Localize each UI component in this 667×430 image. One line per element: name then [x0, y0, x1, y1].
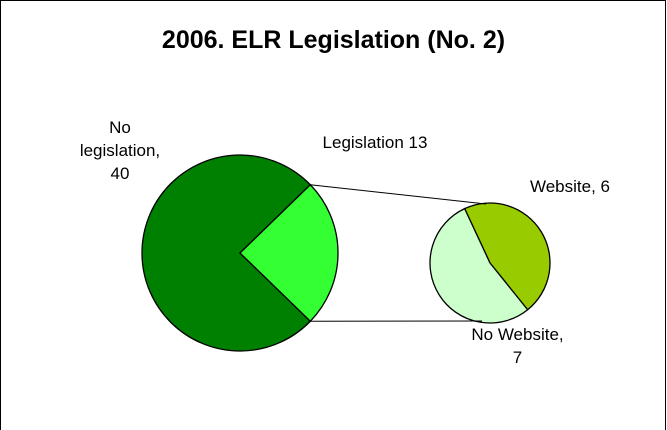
connector-line — [310, 184, 487, 205]
label-category: No Website, — [471, 325, 564, 344]
label-category: Website, — [529, 177, 596, 196]
label-category: Legislation — [322, 133, 404, 152]
data-label: Website, 6 — [510, 175, 630, 198]
label-value: 6 — [600, 177, 611, 196]
pie-slice — [239, 183, 339, 323]
label-category: No legislation, — [79, 118, 161, 160]
label-value: 40 — [110, 164, 130, 183]
chart-title: 2006. ELR Legislation (No. 2) — [161, 26, 506, 54]
data-label: No Website, 7 — [465, 323, 570, 369]
label-value: 7 — [512, 348, 523, 367]
label-value: 13 — [408, 133, 428, 152]
pie-slice — [141, 154, 312, 352]
data-label: Legislation 13 — [320, 131, 430, 154]
data-label: No legislation, 40 — [70, 116, 170, 185]
sub-pie-slice — [429, 207, 529, 324]
